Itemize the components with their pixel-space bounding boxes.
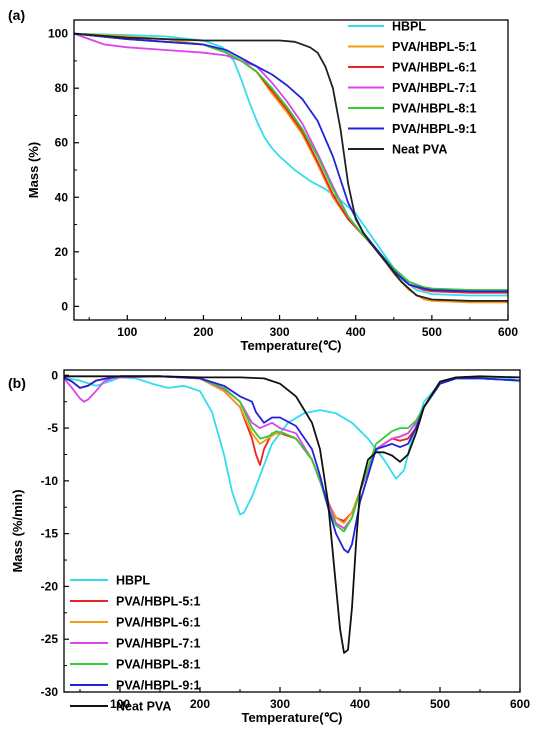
x-tick-label: 600 [498,325,518,339]
panel-a: (a) 100 200 300 400 500 600 0 20 40 60 80 100 Tempera… [8,7,518,353]
y-tick-label: 80 [55,81,69,95]
x-tick-label: 300 [270,325,290,339]
legend-entry: PVA/HBPL-5:1 [116,595,201,609]
legend-entry: PVA/HBPL-7:1 [392,81,477,95]
legend-entry: HBPL [392,20,426,34]
y-axis-label: Mass (%/min) [10,489,25,572]
x-tick-label: 100 [110,697,130,711]
panel-label: (b) [8,375,26,391]
y-tick-label: 0 [61,299,68,313]
x-tick-label: 500 [430,697,450,711]
x-tick-label: 200 [190,697,210,711]
x-tick-label: 300 [270,697,290,711]
legend-entry: PVA/HBPL-9:1 [116,679,201,693]
y-tick-label: 60 [55,136,69,150]
y-tick-label: -25 [41,632,59,646]
legend: HBPL PVA/HBPL-5:1 PVA/HBPL-6:1 PVA/HBPL-7:1… [70,574,201,714]
legend-entry: Neat PVA [392,143,447,157]
series-line-0 [63,376,521,516]
series-line-4 [63,375,521,533]
legend-entry: PVA/HBPL-5:1 [392,40,477,54]
legend-entry: Neat PVA [116,700,171,714]
legend-entry: PVA/HBPL-8:1 [116,658,201,672]
legend-entry: PVA/HBPL-6:1 [392,61,477,75]
y-tick-label: -30 [41,685,59,699]
x-tick-label: 400 [346,325,366,339]
x-axis-label: Temperature(℃) [241,710,342,725]
legend-entry: HBPL [116,574,150,588]
legend-entry: PVA/HBPL-6:1 [116,616,201,630]
x-tick-label: 400 [350,697,370,711]
y-tick-label: -10 [41,474,59,488]
series-line-2 [63,375,521,524]
y-tick-label: 100 [48,27,68,41]
x-tick-label: 600 [510,697,530,711]
x-axis-label: Temperature(℃) [240,338,341,353]
y-axis-label: Mass (%) [26,142,41,198]
plot-frame [63,369,521,693]
legend-entry: PVA/HBPL-9:1 [392,122,477,136]
legend-entry: PVA/HBPL-8:1 [392,102,477,116]
series-line-5 [73,32,508,293]
series-line-6 [64,375,521,654]
legend: HBPL PVA/HBPL-5:1 PVA/HBPL-6:1 PVA/HBPL-7:1… [348,20,477,157]
series-line-1 [63,375,521,522]
series-line-6 [73,32,508,302]
y-tick-label: 0 [51,368,58,382]
x-tick-label: 200 [193,325,213,339]
panel-label: (a) [8,7,25,23]
legend-entry: PVA/HBPL-7:1 [116,637,201,651]
y-tick-label: 20 [55,245,69,259]
series-line-5 [63,375,521,554]
y-tick-label: -15 [41,527,59,541]
y-tick-label: -20 [41,579,59,593]
x-tick-label: 500 [422,325,442,339]
panel-b: (b) 100 200 300 400 500 600 0 -5 -10 -15 -20 -25 -30 T… [8,368,530,725]
x-tick-label: 100 [117,325,137,339]
y-tick-label: 40 [55,190,69,204]
series-line-3 [63,375,521,530]
y-tick-label: -5 [47,421,58,435]
